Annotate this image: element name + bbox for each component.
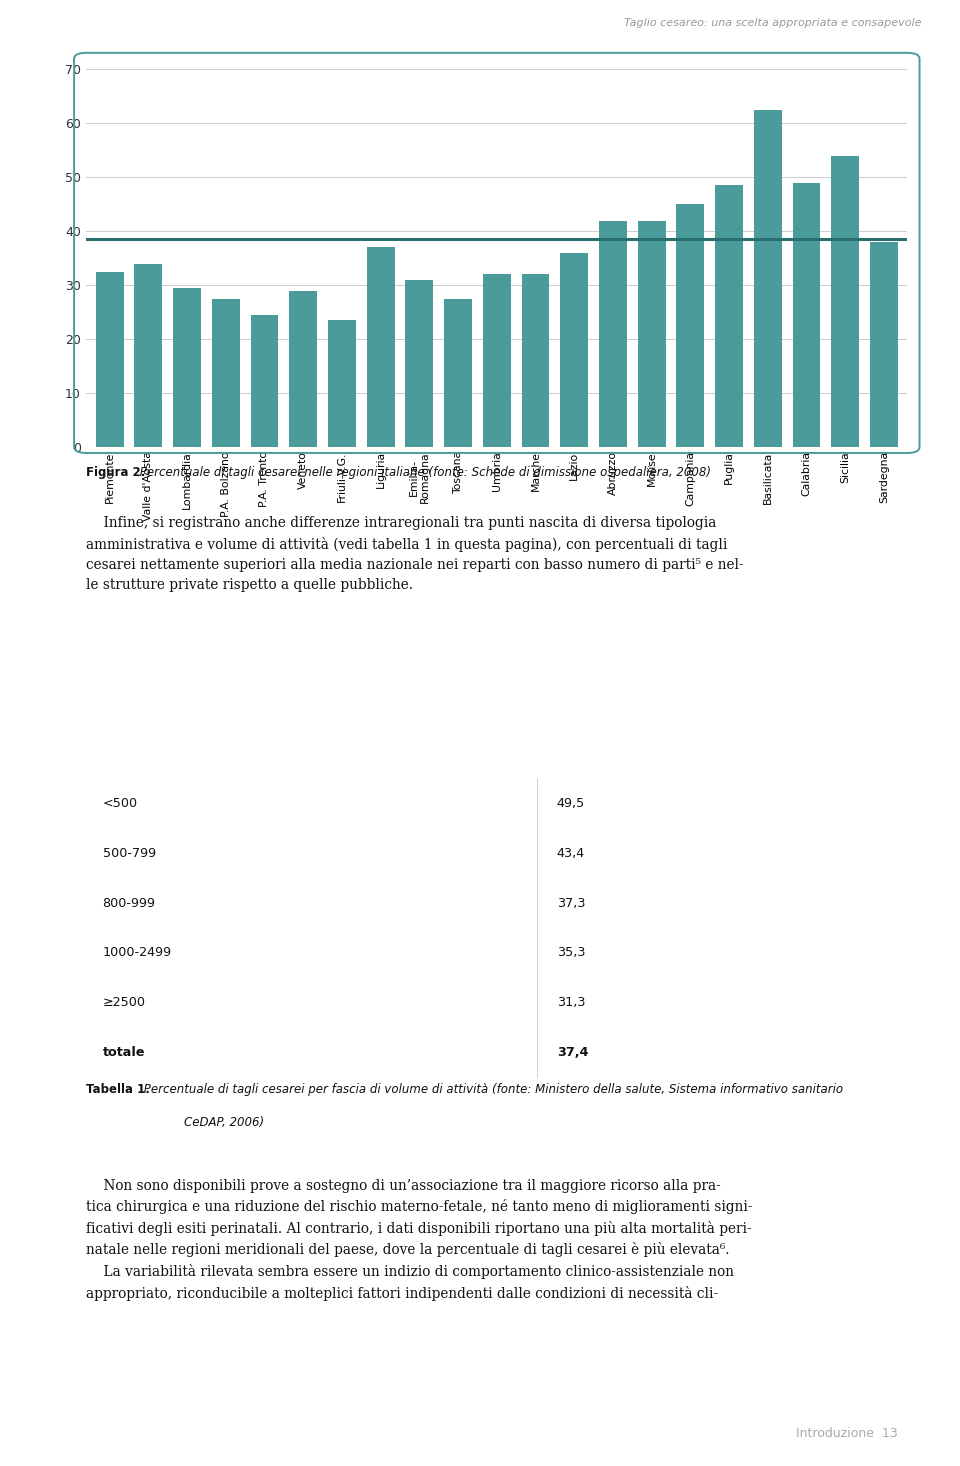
Text: Introduzione  13: Introduzione 13	[796, 1426, 898, 1440]
Bar	[561, 254, 588, 447]
Text: PERCENTUALE DI TAGLI CESAREI: PERCENTUALE DI TAGLI CESAREI	[614, 748, 820, 756]
Text: Percentuale di tagli cesarei per fascia di volume di attività (fonte: Ministero : Percentuale di tagli cesarei per fascia …	[140, 1083, 843, 1097]
Text: FASCIA DI VOLUME DI ATTIVITÀ (PARTI/ANNO): FASCIA DI VOLUME DI ATTIVITÀ (PARTI/ANNO…	[166, 746, 457, 758]
Bar	[405, 280, 433, 447]
Text: 49,5: 49,5	[557, 798, 586, 809]
Bar	[251, 315, 278, 447]
Bar	[212, 299, 240, 447]
Text: 31,3: 31,3	[557, 997, 586, 1009]
Bar	[715, 185, 743, 447]
Bar	[96, 271, 124, 447]
Bar	[677, 204, 705, 447]
Text: Taglio cesareo: una scelta appropriata e consapevole: Taglio cesareo: una scelta appropriata e…	[624, 19, 922, 28]
Text: 35,3: 35,3	[557, 947, 586, 959]
Bar	[793, 183, 821, 447]
Text: 37,3: 37,3	[557, 897, 586, 909]
Bar	[367, 248, 395, 447]
Bar	[599, 220, 627, 447]
Text: 500-799: 500-799	[103, 847, 156, 859]
Text: ≥2500: ≥2500	[103, 997, 146, 1009]
Text: CeDAP, 2006): CeDAP, 2006)	[184, 1116, 264, 1129]
Bar	[328, 321, 356, 447]
Bar	[831, 155, 859, 447]
Text: Infine, si registrano anche differenze intraregionali tra punti nascita di diver: Infine, si registrano anche differenze i…	[86, 516, 744, 592]
Bar	[637, 220, 665, 447]
Bar	[444, 299, 472, 447]
Text: <500: <500	[103, 798, 137, 809]
Text: Non sono disponibili prove a sostegno di un’associazione tra il maggiore ricorso: Non sono disponibili prove a sostegno di…	[86, 1179, 753, 1300]
Bar	[483, 274, 511, 447]
Bar	[870, 242, 898, 447]
Bar	[134, 264, 162, 447]
Text: Figura 2.: Figura 2.	[86, 466, 146, 479]
Text: Tabella 1.: Tabella 1.	[86, 1083, 151, 1097]
Text: 800-999: 800-999	[103, 897, 156, 909]
Text: totale: totale	[103, 1047, 145, 1058]
Bar	[173, 287, 201, 447]
Bar	[754, 110, 781, 447]
Bar	[289, 290, 317, 447]
Text: 1000-2499: 1000-2499	[103, 947, 172, 959]
Text: 43,4: 43,4	[557, 847, 586, 859]
Text: Percentuale di tagli cesarei nelle regioni italiane (fonte: Schede di dimissione: Percentuale di tagli cesarei nelle regio…	[136, 466, 711, 479]
Bar	[521, 274, 549, 447]
Text: 37,4: 37,4	[557, 1047, 588, 1058]
